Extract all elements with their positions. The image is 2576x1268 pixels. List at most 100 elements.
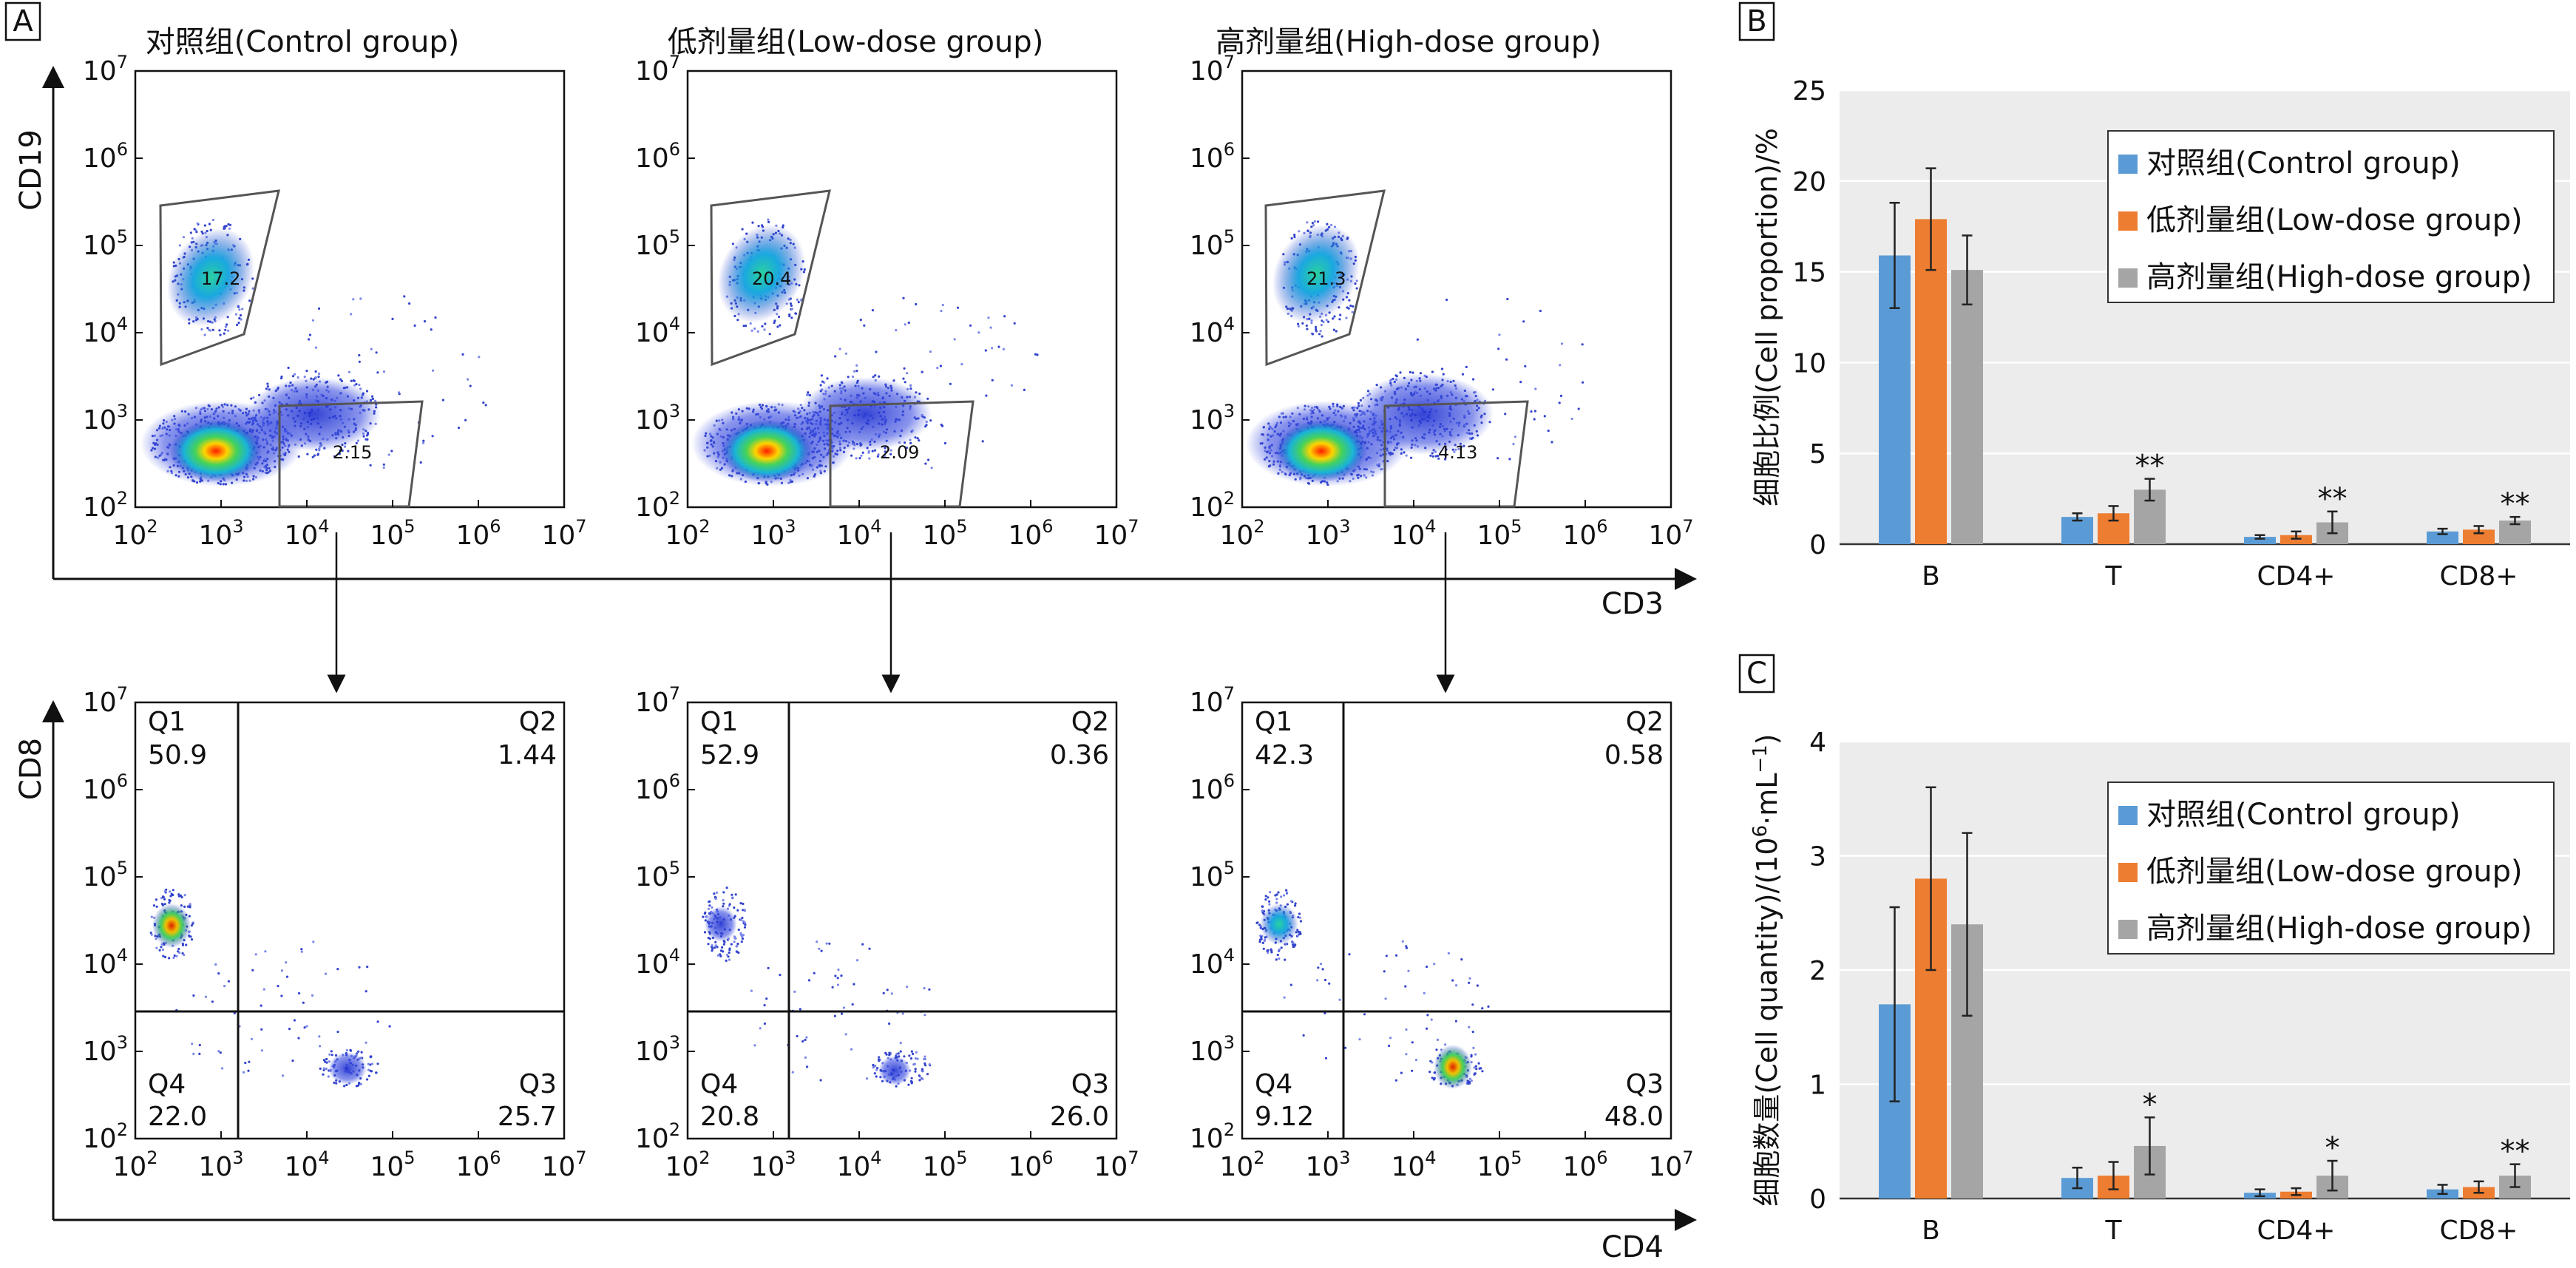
event-dot <box>221 1067 224 1070</box>
event-dot <box>1431 1077 1434 1079</box>
event-dot <box>319 1067 322 1070</box>
bottom-plot-high: Q1 42.3 Q2 0.58 Q3 48.0 Q4 9.12 10210310… <box>1190 683 1694 1182</box>
event-dot <box>1278 948 1281 951</box>
event-dot <box>1348 299 1351 302</box>
event-dot <box>1411 1041 1414 1044</box>
event-dot <box>751 221 754 224</box>
event-dot <box>714 940 717 943</box>
event-dot <box>317 307 321 310</box>
event-dot <box>761 325 764 328</box>
event-dot <box>1351 311 1354 313</box>
event-dot <box>1301 322 1304 325</box>
event-dot <box>1533 418 1536 421</box>
event-dot <box>305 1025 308 1028</box>
event-dot <box>1472 378 1475 381</box>
x-tick-label: 102 <box>112 516 157 551</box>
event-dot <box>150 915 153 918</box>
event-dot <box>300 950 303 953</box>
y-tick-label: 107 <box>83 52 128 87</box>
event-dot <box>1474 1065 1477 1068</box>
x-tick-labels: 102 103 104 105 106 107 <box>1219 500 1694 551</box>
event-dot <box>728 903 731 906</box>
event-dot <box>223 985 226 988</box>
event-dot <box>1411 1069 1414 1072</box>
event-dot <box>376 1020 379 1023</box>
x-tick-label: 105 <box>922 1147 967 1182</box>
event-dot <box>850 1048 853 1051</box>
t-gate-value: 2.15 <box>333 442 372 463</box>
event-dot <box>397 391 401 394</box>
event-dot <box>175 955 178 957</box>
event-dot <box>1539 309 1542 313</box>
event-dot <box>366 1078 369 1081</box>
event-dot <box>234 313 237 316</box>
bottom-x-axis-label: CD4 <box>1601 1230 1664 1264</box>
event-dot <box>382 370 386 373</box>
event-dot <box>375 351 378 354</box>
event-dot <box>1268 903 1271 906</box>
event-dot <box>941 303 944 307</box>
event-dot <box>300 948 303 951</box>
event-dot <box>1333 315 1336 318</box>
event-dot <box>875 1075 878 1078</box>
event-dot <box>1434 455 1437 458</box>
event-dot <box>191 1042 194 1045</box>
event-dot <box>352 298 355 301</box>
event-dot <box>904 323 906 326</box>
event-dot <box>1289 900 1292 903</box>
event-dot <box>359 297 362 300</box>
event-dot <box>178 244 181 247</box>
x-tick-label: 106 <box>1008 1147 1053 1182</box>
event-dot <box>358 353 361 357</box>
event-dot <box>254 953 257 956</box>
y-tick-label: 107 <box>635 52 680 87</box>
event-dot <box>369 1063 372 1066</box>
event-dot <box>1305 324 1308 327</box>
event-dot <box>734 893 737 896</box>
event-dot <box>719 949 723 952</box>
event-dot <box>750 329 753 332</box>
event-dot <box>707 943 710 946</box>
x-tick-label: 106 <box>1562 516 1607 551</box>
event-dot <box>1036 353 1039 356</box>
event-dot <box>1559 394 1563 398</box>
x-tick-labels: 102 103 104 105 106 107 <box>1219 1131 1694 1182</box>
event-dot <box>764 322 767 325</box>
event-dot <box>1306 328 1309 330</box>
event-dot <box>759 1027 762 1030</box>
event-dot <box>1570 417 1573 421</box>
event-dot <box>172 893 174 897</box>
event-dot <box>853 983 855 986</box>
q2-label: Q2 <box>519 707 557 737</box>
event-dot <box>1278 957 1281 960</box>
event-dot <box>909 1079 912 1083</box>
event-dot <box>739 902 742 905</box>
event-dot <box>1388 1044 1391 1048</box>
event-dot <box>350 379 353 382</box>
event-dot <box>150 933 153 936</box>
event-dot <box>773 321 776 325</box>
event-dot <box>359 1082 362 1085</box>
y-tick-label: 102 <box>635 488 680 523</box>
event-dot <box>1317 966 1320 969</box>
event-dot <box>743 926 747 929</box>
event-dot <box>1487 1005 1490 1008</box>
event-dot <box>266 382 269 385</box>
event-dot <box>722 943 725 946</box>
event-dot <box>370 1055 373 1058</box>
event-dot <box>322 1073 325 1076</box>
event-dot <box>1533 410 1536 413</box>
event-dot <box>177 893 180 896</box>
x-tick-label: 106 <box>455 516 501 551</box>
event-dot <box>355 383 358 386</box>
event-dot <box>895 1052 898 1056</box>
event-dot <box>819 384 822 387</box>
event-dot <box>248 1060 251 1063</box>
event-dot <box>1344 1046 1347 1049</box>
bar-chart-cell-quantity: 0 1 2 3 4 B T * CD4+ * CD8+ ** 对照组(Control group) 低剂量… <box>1749 728 2570 1246</box>
event-dot <box>888 1054 891 1057</box>
event-dot <box>1358 1038 1361 1041</box>
density-blob <box>799 377 932 451</box>
y-tick-labels: 102 103 104 105 106 107 <box>635 52 695 523</box>
q4-value: 20.8 <box>700 1102 759 1132</box>
